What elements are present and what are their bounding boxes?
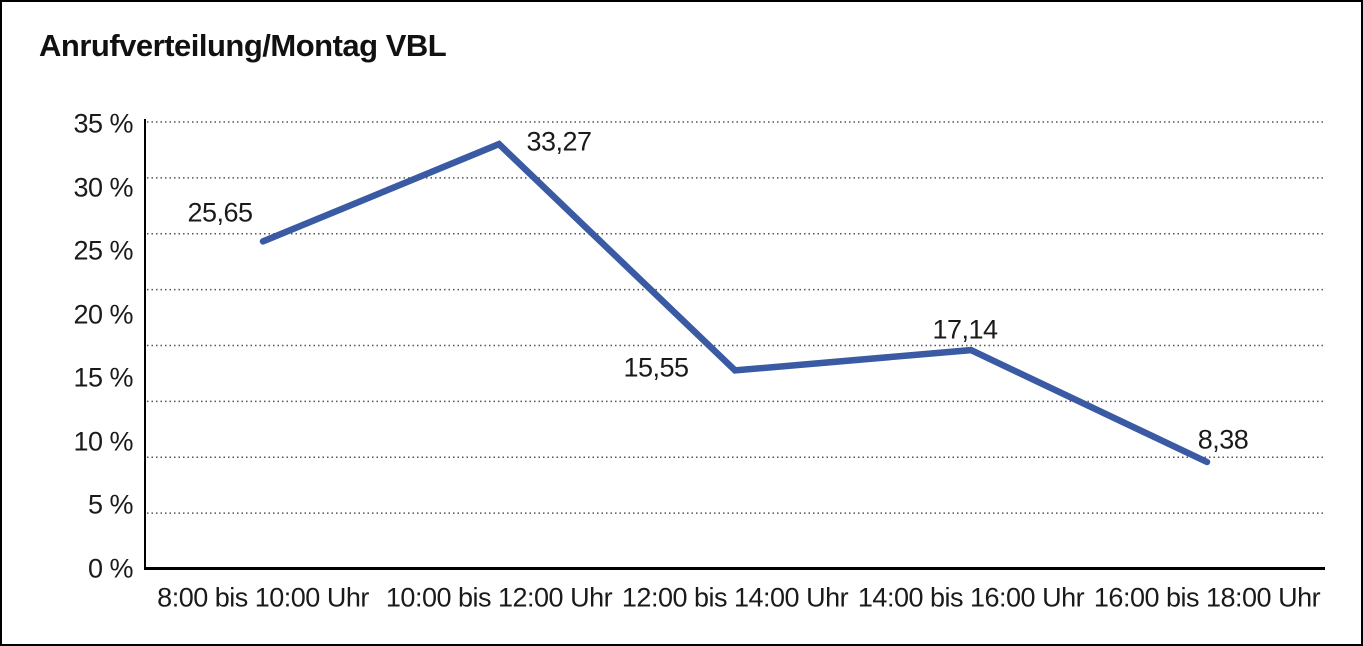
chart-title: Anrufverteilung/Montag VBL [39, 28, 447, 63]
y-tick-label-25: 25 % [73, 235, 133, 266]
x-category-label-1: 8:00 bis 10:00 Uhr [157, 582, 369, 613]
data-point-label-2: 33,27 [526, 126, 592, 157]
x-category-label-3: 12:00 bis 14:00 Uhr [621, 582, 849, 613]
data-point-label-4: 17,14 [932, 314, 998, 345]
data-point-label-1: 25,65 [187, 197, 253, 228]
x-category-label-2: 10:00 bis 12:00 Uhr [385, 582, 613, 613]
y-tick-label-35: 35 % [73, 108, 133, 139]
x-category-label-5: 16:00 bis 18:00 Uhr [1093, 582, 1321, 613]
x-category-label-4: 14:00 bis 16:00 Uhr [857, 582, 1085, 613]
y-tick-label-5: 5 % [87, 489, 134, 520]
data-point-label-5: 8,38 [1197, 424, 1249, 455]
y-tick-label-15: 15 % [73, 362, 133, 393]
data-point-label-3: 15,55 [623, 352, 689, 383]
y-tick-label-30: 30 % [73, 172, 133, 203]
y-tick-label-10: 10 % [73, 426, 133, 457]
y-tick-label-20: 20 % [73, 299, 133, 330]
horizontal-gridlines [147, 121, 1325, 514]
data-line-series [259, 140, 1211, 466]
y-tick-label-0: 0 % [87, 553, 134, 584]
